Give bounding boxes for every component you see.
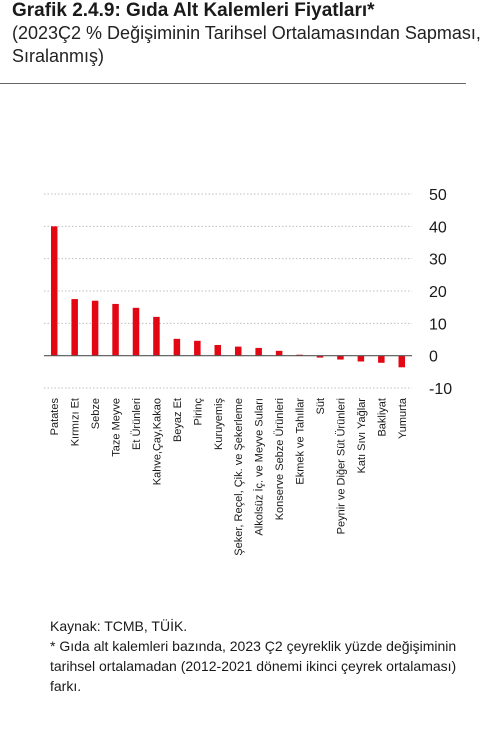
footer: Kaynak: TCMB, TÜİK. * Gıda alt kalemleri… <box>50 616 490 696</box>
x-tick-label: Beyaz Et <box>172 398 184 442</box>
x-tick-label: Şeker, Reçel, Çik. ve Şekerleme <box>233 398 245 556</box>
bar <box>398 355 406 368</box>
bar <box>255 347 262 356</box>
x-tick-label: Taze Meyve <box>111 398 123 457</box>
x-tick-label: Kuruyemiş <box>213 398 225 450</box>
bar <box>91 300 99 356</box>
chart-title: Grafik 2.4.9: Gıda Alt Kalemleri Fiyatla… <box>12 0 375 21</box>
gridlines <box>44 193 412 389</box>
chart-subtitle: (2023Ç2 % Değişiminin Tarihsel Ortalamas… <box>12 23 481 66</box>
x-tick-label: Sebze <box>90 398 102 429</box>
footnote: * Gıda alt kalemleri bazında, 2023 Ç2 çe… <box>50 638 457 694</box>
bar <box>357 355 365 362</box>
bar <box>173 338 181 356</box>
x-tick-label: Konserve Sebze Ürünleri <box>274 398 286 520</box>
title-divider <box>0 83 466 84</box>
y-tick-label: 30 <box>429 252 447 269</box>
y-tick-label: 50 <box>429 187 447 204</box>
bar <box>71 299 78 356</box>
bar <box>214 344 222 356</box>
bar-chart: 50 40 30 20 10 0 -10 Patates Kırmızı Et Sebze Taz… <box>44 187 452 556</box>
bar <box>378 355 385 363</box>
bar <box>316 355 324 358</box>
x-tick-label: Et Ürünleri <box>131 398 143 450</box>
x-tick-label: Bakliyat <box>376 398 388 437</box>
x-tick-label: Kırmızı Et <box>70 398 82 446</box>
bar <box>132 307 140 356</box>
y-tick-label: 10 <box>429 316 447 333</box>
bar <box>234 346 242 356</box>
source-note: Kaynak: TCMB, TÜİK. <box>50 618 188 634</box>
bar <box>194 340 201 356</box>
y-tick-label: 0 <box>429 349 438 366</box>
x-tick-label: Kahve,Çay,Kakao <box>151 398 163 485</box>
bar <box>112 303 119 356</box>
y-tick-label: -10 <box>429 381 452 398</box>
bar <box>275 350 283 356</box>
x-tick-label: Yumurta <box>397 397 409 439</box>
x-tick-label: Ekmek ve Tahıllar <box>295 398 307 485</box>
x-tick-label: Katı Sıvı Yağlar <box>356 398 368 474</box>
bar <box>153 316 160 356</box>
bar <box>337 355 344 360</box>
bars <box>50 226 406 368</box>
x-tick-label: Peynir ve Diğer Süt Ürünleri <box>335 398 347 534</box>
x-tick-label: Süt <box>315 398 327 415</box>
y-tick-label: 20 <box>429 284 447 301</box>
x-tick-label: Pirinç <box>192 398 204 426</box>
x-axis-labels: Patates Kırmızı Et Sebze Taze Meyve Et Ürünl… <box>49 397 409 556</box>
x-tick-label: Alkolsüz İç. ve Meyve Suları <box>253 398 266 536</box>
y-tick-label: 40 <box>429 219 447 236</box>
x-tick-label: Patates <box>49 398 61 436</box>
bar <box>50 226 58 356</box>
y-axis-ticks: 50 40 30 20 10 0 -10 <box>429 187 452 398</box>
